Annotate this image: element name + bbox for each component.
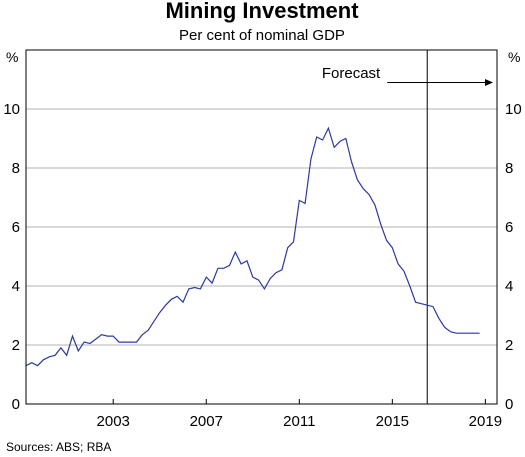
y-tick-left: 6 — [12, 219, 20, 236]
y-tick-left: 2 — [12, 337, 20, 354]
y-tick-right: 8 — [505, 160, 513, 177]
y-tick-left: 0 — [12, 396, 20, 413]
series-line-mining-investment — [25, 126, 480, 367]
chart-subtitle: Per cent of nominal GDP — [179, 27, 345, 44]
chart-title: Mining Investment — [165, 0, 359, 23]
y-unit-right: % — [508, 49, 520, 65]
y-tick-right: 4 — [505, 278, 513, 295]
y-tick-right: 10 — [505, 101, 522, 118]
x-tick-label: 2015 — [376, 413, 409, 430]
x-tick-label: 2007 — [190, 413, 223, 430]
x-tick-labels: 2003 2007 2011 2015 2019 — [97, 399, 502, 430]
y-tick-left: 4 — [12, 278, 20, 295]
forecast-label: Forecast — [322, 65, 381, 82]
x-tick-label: 2019 — [469, 413, 502, 430]
source-note: Sources: ABS; RBA — [6, 440, 111, 454]
y-tick-right: 6 — [505, 219, 513, 236]
y-tick-labels: 0 0 2 2 4 4 6 6 8 8 10 10 — [3, 101, 521, 413]
x-tick-label: 2003 — [97, 413, 130, 430]
y-tick-left: 8 — [12, 160, 20, 177]
y-unit-left: % — [6, 49, 18, 65]
x-tick-label: 2011 — [283, 413, 315, 430]
y-tick-right: 0 — [505, 396, 513, 413]
plot-frame — [25, 49, 498, 405]
y-tick-left: 10 — [3, 101, 20, 118]
forecast-arrowhead — [485, 78, 493, 86]
gridlines — [26, 108, 497, 346]
y-tick-right: 2 — [505, 337, 513, 354]
